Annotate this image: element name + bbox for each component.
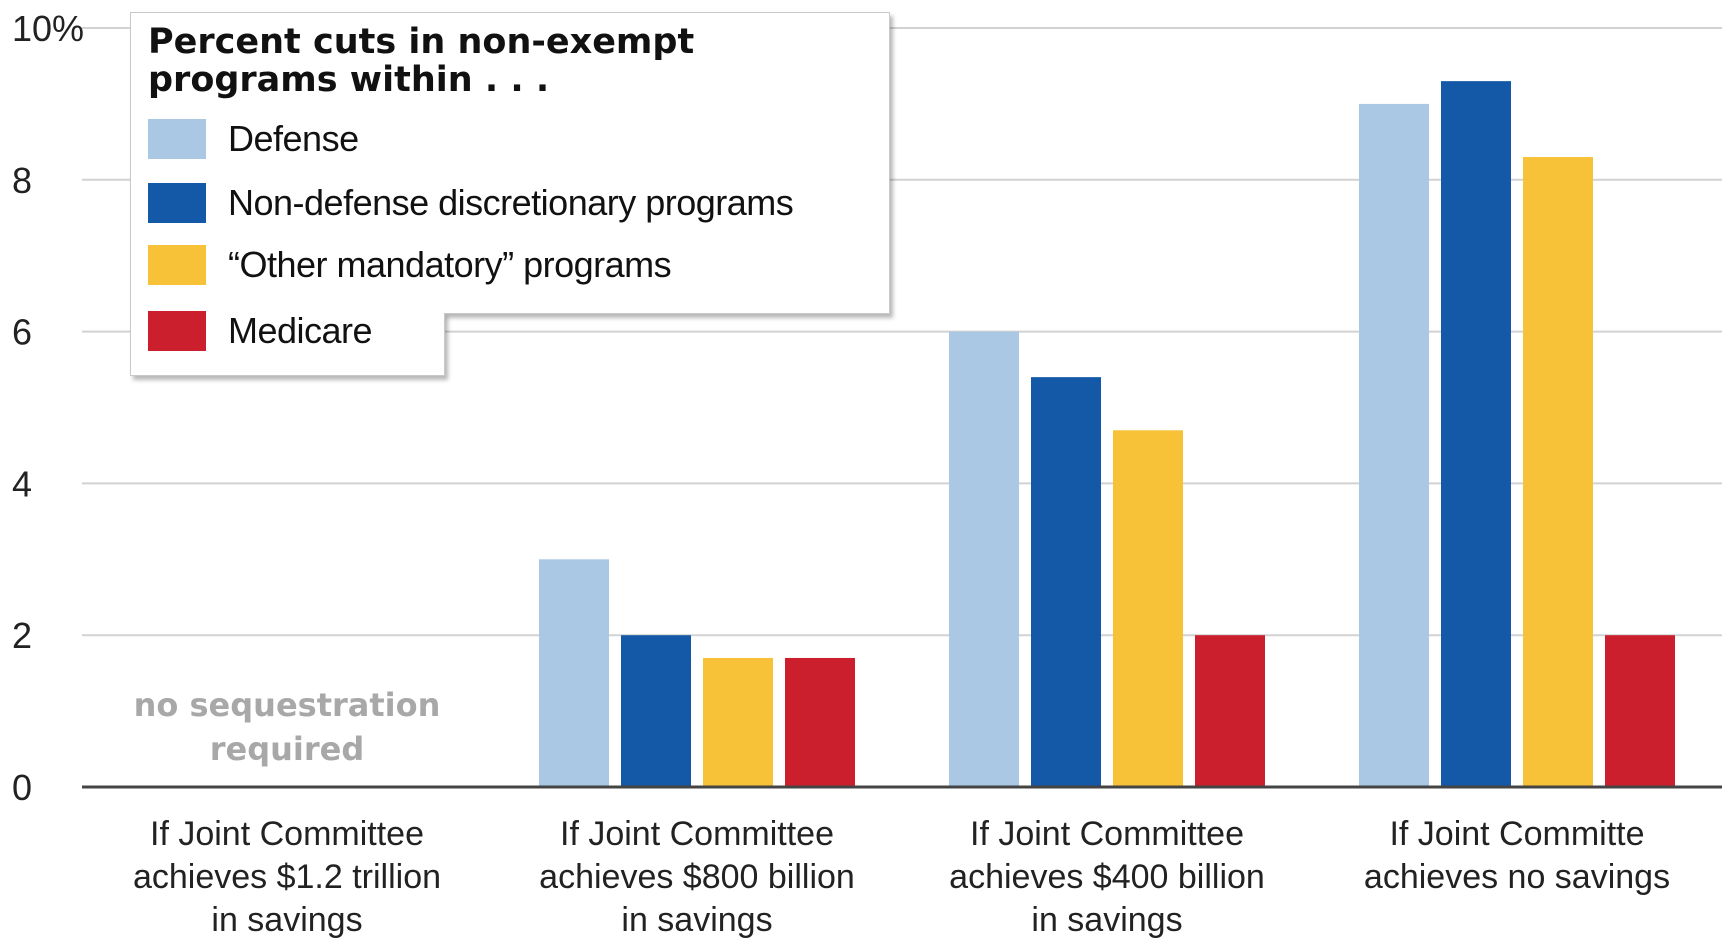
bar: [703, 657, 773, 787]
x-category-label: If Joint Committee: [150, 815, 424, 853]
legend-label: Medicare: [228, 310, 373, 351]
legend-title-line: programs within . . .: [148, 60, 550, 100]
legend-title-line: Percent cuts in non-exempt: [148, 22, 695, 62]
legend-title: Percent cuts in non-exempt programs with…: [148, 23, 868, 99]
bar: [621, 635, 691, 787]
legend: Percent cuts in non-exempt programs with…: [130, 12, 890, 376]
legend-swatch: [148, 183, 206, 223]
bar: [785, 657, 855, 787]
legend-label: Non-defense discretionary programs: [228, 182, 794, 223]
bar: [1605, 635, 1675, 787]
bar: [1195, 635, 1265, 787]
x-category-label: If Joint Committee: [970, 815, 1244, 853]
x-category-label: achieves $400 billion: [949, 858, 1265, 896]
bar: [1031, 377, 1101, 787]
legend-label: “Other mandatory” programs: [228, 244, 672, 285]
bar: [1441, 81, 1511, 787]
legend-swatch: [148, 311, 206, 351]
bars: [539, 81, 1675, 787]
x-axis-category-labels: If Joint Committee achieves $1.2 trillion…: [133, 815, 1670, 939]
x-category-label: achieves $1.2 trillion: [133, 858, 441, 896]
y-tick-label: 6: [12, 312, 32, 353]
bar: [1359, 103, 1429, 787]
x-category-label: achieves $800 billion: [539, 858, 855, 896]
legend-item-other-mandatory: “Other mandatory” programs: [148, 243, 672, 287]
annotation-text: no sequestration: [134, 686, 441, 724]
y-axis-tick-labels: 0 2 4 6 8 10%: [12, 8, 84, 808]
bar: [1523, 157, 1593, 787]
y-tick-label: 0: [12, 767, 32, 808]
x-category-label: achieves no savings: [1364, 858, 1670, 896]
annotation-text: required: [210, 730, 365, 768]
x-category-label: in savings: [1031, 901, 1182, 939]
y-tick-label: 2: [12, 615, 32, 656]
annotations: no sequestration required: [134, 686, 441, 768]
bar: [949, 331, 1019, 787]
y-tick-label: 10%: [12, 8, 84, 49]
y-tick-label: 4: [12, 463, 32, 504]
y-tick-label: 8: [12, 160, 32, 201]
bar: [1113, 430, 1183, 787]
bar: [539, 559, 609, 787]
x-category-label: in savings: [211, 901, 362, 939]
legend-swatch: [148, 245, 206, 285]
x-category-label: If Joint Committe: [1389, 815, 1644, 853]
x-category-label: If Joint Committee: [560, 815, 834, 853]
legend-item-medicare: Medicare: [148, 309, 373, 353]
legend-item-defense: Defense: [148, 117, 359, 161]
legend-label: Defense: [228, 118, 359, 159]
legend-swatch: [148, 119, 206, 159]
x-category-label: in savings: [621, 901, 772, 939]
legend-item-non-defense: Non-defense discretionary programs: [148, 181, 794, 225]
